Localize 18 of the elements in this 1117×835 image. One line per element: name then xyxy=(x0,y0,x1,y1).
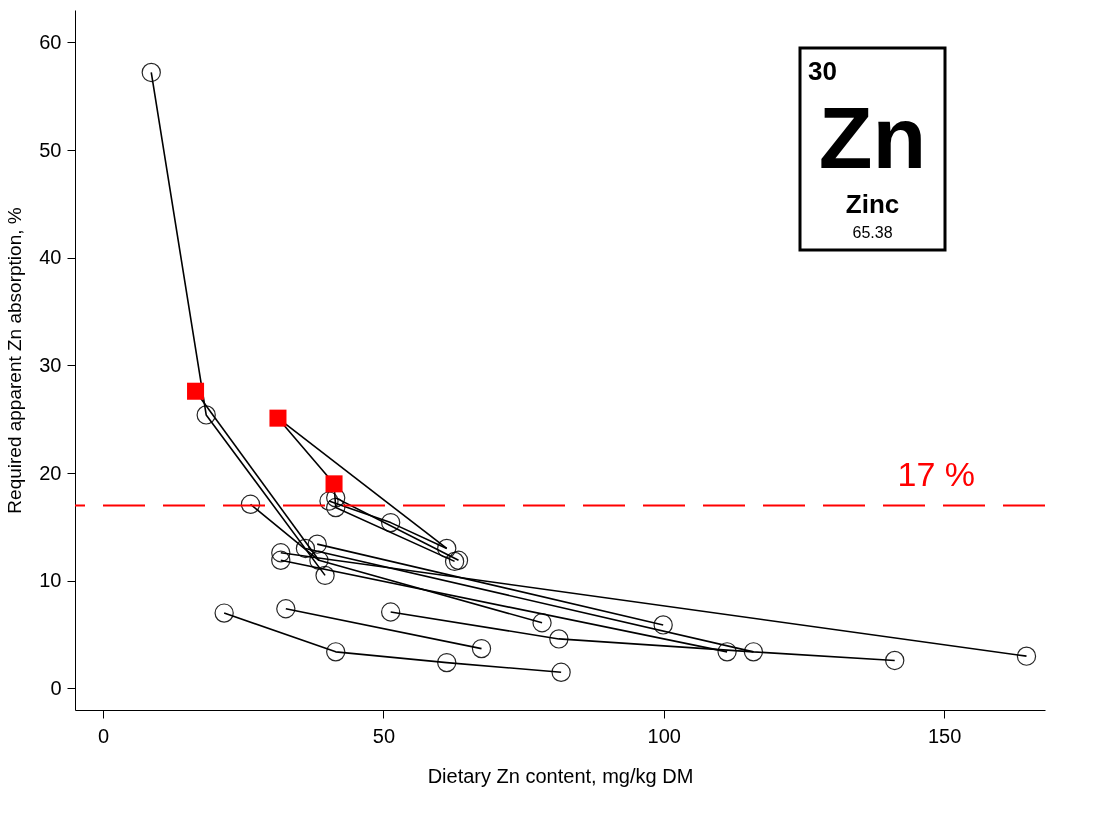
annotation: 65.38 xyxy=(852,224,893,241)
y-tick-label: 20 xyxy=(39,461,62,484)
y-tick-label: 60 xyxy=(39,30,62,53)
y-axis-title: Required apparent Zn absorption, % xyxy=(4,207,26,514)
x-axis-title: Dietary Zn content, mg/kg DM xyxy=(427,764,694,787)
y-tick-label: 10 xyxy=(39,569,62,592)
x-tick-label: 100 xyxy=(647,724,681,747)
y-tick-label: 40 xyxy=(39,246,62,269)
x-tick-label: 0 xyxy=(97,724,110,747)
annotation: Zn xyxy=(818,88,927,187)
ref-line-label: 17 % xyxy=(897,455,975,494)
y-tick-label: 50 xyxy=(39,138,62,161)
x-tick-label: 150 xyxy=(927,724,962,747)
x-tick-label: 50 xyxy=(372,724,396,747)
y-tick-label: 0 xyxy=(50,676,62,699)
annotation: 30 xyxy=(808,56,837,86)
annotation: Zinc xyxy=(845,189,900,219)
y-tick-label: 30 xyxy=(39,353,62,376)
